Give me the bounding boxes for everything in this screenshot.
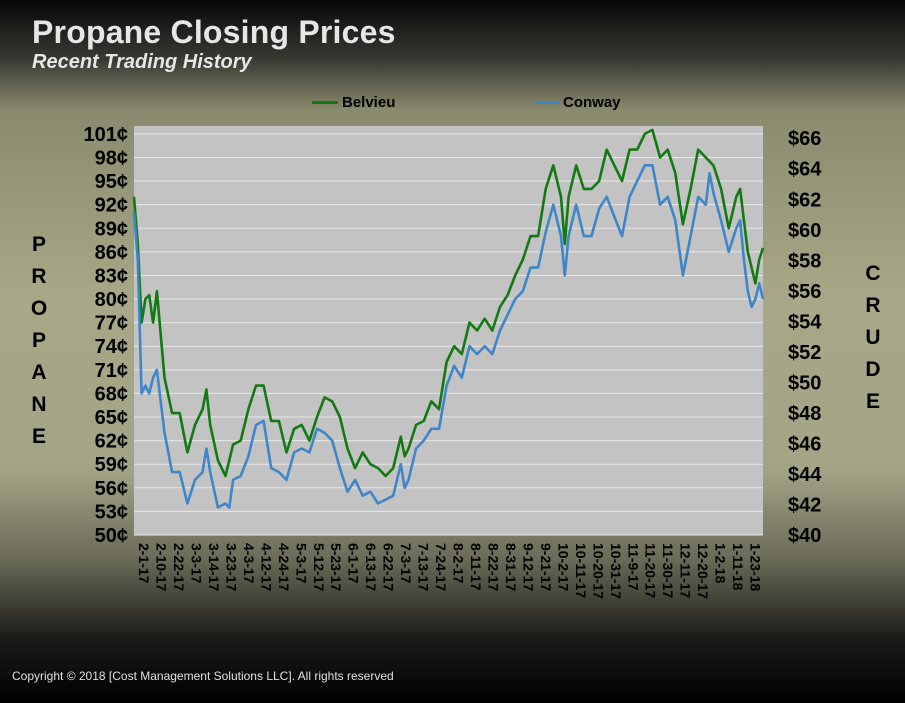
left-tick-label: 92¢ — [95, 195, 128, 217]
x-tick-label: 5-12-17 — [311, 543, 327, 591]
x-tick-label: 12-20-17 — [695, 543, 711, 599]
right-tick-label: $56 — [788, 281, 821, 303]
letter: C — [865, 262, 881, 285]
x-tick-label: 4-24-17 — [276, 543, 292, 591]
series-line-conway — [132, 164, 765, 509]
legend-item-conway: Conway — [533, 94, 621, 111]
x-tick-label: 5-3-17 — [293, 543, 309, 584]
x-tick-label: 7-13-17 — [416, 543, 432, 591]
legend-label-belvieu: Belvieu — [342, 94, 396, 111]
legend-label-conway: Conway — [563, 94, 621, 111]
x-tick-label: 8-31-17 — [503, 543, 519, 591]
letter: U — [865, 326, 881, 349]
right-tick-label: $66 — [788, 128, 821, 150]
x-tick-label: 3-23-17 — [223, 543, 239, 591]
left-tick-label: 80¢ — [95, 289, 128, 311]
x-tick-label: 7-3-17 — [398, 543, 414, 584]
x-tick-label: 9-21-17 — [538, 543, 554, 591]
x-tick-label: 11-30-17 — [660, 543, 676, 598]
left-tick-label: 98¢ — [95, 147, 128, 169]
left-tick-label: 77¢ — [95, 313, 128, 335]
x-tick-label: 4-3-17 — [241, 543, 257, 584]
x-tick-label: 3-3-17 — [188, 543, 204, 584]
letter: E — [31, 425, 46, 448]
legend-item-belvieu: Belvieu — [312, 94, 395, 111]
letter: R — [865, 294, 881, 317]
left-tick-label: 68¢ — [95, 383, 128, 405]
left-tick-label: 53¢ — [95, 501, 128, 523]
left-tick-label: 71¢ — [95, 360, 128, 382]
x-tick-label: 6-1-17 — [346, 543, 362, 584]
legend-swatch-belvieu — [312, 101, 338, 104]
x-tick-label: 9-12-17 — [520, 543, 536, 591]
letter: P — [31, 329, 46, 352]
left-tick-label: 65¢ — [95, 407, 128, 429]
right-tick-label: $40 — [788, 525, 821, 547]
left-tick-label: 89¢ — [95, 218, 128, 240]
x-tick-label: 2-22-17 — [171, 543, 187, 591]
right-tick-label: $44 — [788, 464, 822, 486]
letter: E — [865, 390, 880, 413]
right-tick-label: $50 — [788, 372, 821, 394]
right-tick-label: $52 — [788, 342, 821, 364]
x-tick-label: 6-13-17 — [363, 543, 379, 591]
x-tick-label: 8-2-17 — [451, 543, 467, 584]
x-tick-label: 8-22-17 — [485, 543, 501, 591]
x-tick-label: 10-20-17 — [590, 543, 606, 599]
left-tick-label: 74¢ — [95, 336, 128, 358]
slide-subtitle: Recent Trading History — [32, 51, 252, 73]
letter: P — [31, 233, 46, 256]
left-tick-label: 56¢ — [95, 478, 128, 500]
x-tick-label: 1-11-18 — [730, 543, 746, 591]
right-tick-label: $60 — [788, 220, 821, 242]
right-tick-label: $64 — [788, 159, 822, 181]
x-tick-label: 3-14-17 — [206, 543, 222, 591]
letter: N — [31, 393, 47, 416]
x-tick-label: 10-31-17 — [608, 543, 624, 599]
left-tick-label: 86¢ — [95, 242, 128, 264]
x-tick-label: 4-12-17 — [258, 543, 274, 591]
x-tick-label: 11-20-17 — [643, 543, 659, 598]
x-tick-label: 2-10-17 — [154, 543, 170, 591]
x-tick-label: 5-23-17 — [328, 543, 344, 591]
legend-swatch-conway — [533, 101, 559, 104]
letter: O — [30, 297, 48, 320]
right-tick-label: $42 — [788, 494, 821, 516]
right-axis-vertical-label: C R U D E — [858, 258, 888, 418]
series-line-belvieu — [132, 128, 765, 478]
right-tick-label: $58 — [788, 250, 821, 272]
x-tick-label: 10-2-17 — [555, 543, 571, 591]
x-tick-label: 12-11-17 — [678, 543, 694, 598]
x-tick-label: 1-23-18 — [748, 543, 764, 591]
right-tick-label: $54 — [788, 311, 822, 333]
left-axis-vertical-label: P R O P A N E — [24, 229, 54, 453]
x-tick-label: 11-9-17 — [625, 543, 641, 591]
x-tick-label: 6-22-17 — [381, 543, 397, 591]
x-tick-label: 10-11-17 — [573, 543, 589, 598]
left-tick-label: 95¢ — [95, 171, 128, 193]
left-tick-label: 62¢ — [95, 431, 128, 453]
right-tick-label: $62 — [788, 189, 821, 211]
letter: A — [31, 361, 47, 384]
right-tick-label: $48 — [788, 403, 821, 425]
x-tick-label: 2-1-17 — [136, 543, 152, 584]
letter: R — [31, 265, 47, 288]
left-tick-label: 101¢ — [84, 124, 129, 146]
x-tick-label: 7-24-17 — [433, 543, 449, 591]
x-tick-label: 8-11-17 — [468, 543, 484, 591]
plot-area — [134, 126, 763, 535]
left-tick-label: 50¢ — [95, 525, 128, 547]
slide-title: Propane Closing Prices — [32, 14, 396, 50]
right-tick-label: $46 — [788, 433, 821, 455]
left-tick-label: 59¢ — [95, 454, 128, 476]
left-tick-label: 83¢ — [95, 265, 128, 287]
letter: D — [865, 358, 881, 381]
x-tick-label: 1-2-18 — [713, 543, 729, 584]
copyright-notice: Copyright © 2018 [Cost Management Soluti… — [12, 669, 394, 683]
